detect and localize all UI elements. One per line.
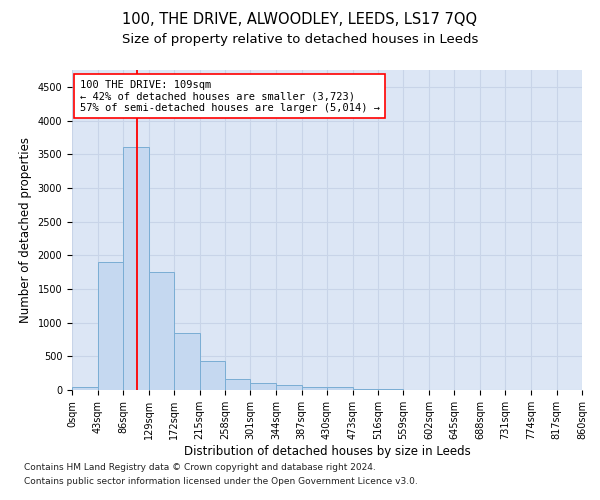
Bar	[97, 262, 123, 390]
X-axis label: Distribution of detached houses by size in Leeds: Distribution of detached houses by size …	[184, 444, 470, 458]
Bar	[174, 332, 199, 390]
Bar	[123, 148, 149, 390]
Bar	[149, 272, 174, 390]
Text: Contains HM Land Registry data © Crown copyright and database right 2024.: Contains HM Land Registry data © Crown c…	[24, 464, 376, 472]
Text: 100, THE DRIVE, ALWOODLEY, LEEDS, LS17 7QQ: 100, THE DRIVE, ALWOODLEY, LEEDS, LS17 7…	[122, 12, 478, 28]
Bar	[225, 378, 251, 390]
Bar	[327, 386, 353, 390]
Text: 100 THE DRIVE: 109sqm
← 42% of detached houses are smaller (3,723)
57% of semi-d: 100 THE DRIVE: 109sqm ← 42% of detached …	[80, 80, 380, 113]
Text: Size of property relative to detached houses in Leeds: Size of property relative to detached ho…	[122, 32, 478, 46]
Y-axis label: Number of detached properties: Number of detached properties	[19, 137, 32, 323]
Bar	[353, 389, 378, 390]
Bar	[302, 386, 327, 390]
Bar	[72, 386, 97, 390]
Bar	[199, 361, 225, 390]
Bar	[251, 382, 276, 390]
Text: Contains public sector information licensed under the Open Government Licence v3: Contains public sector information licen…	[24, 477, 418, 486]
Bar	[276, 386, 302, 390]
